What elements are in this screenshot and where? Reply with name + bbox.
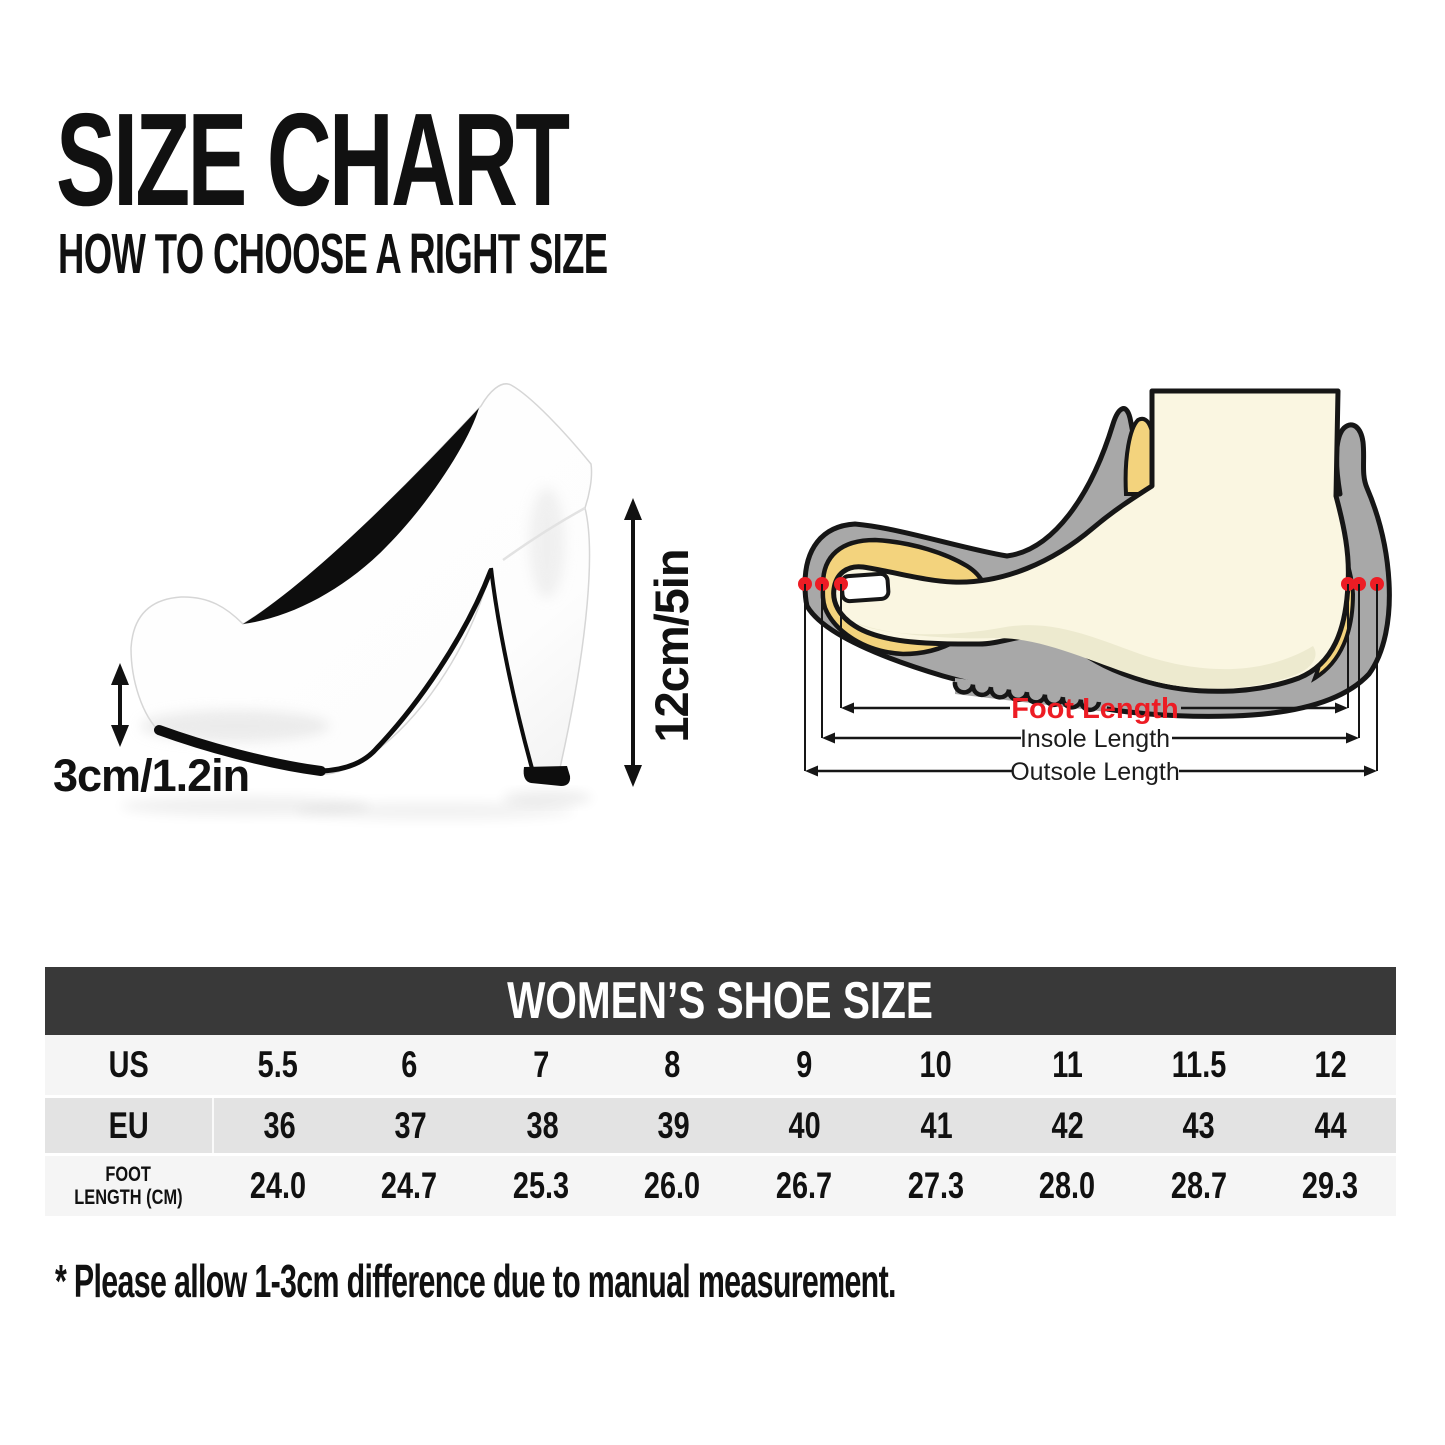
table-cell: 11 <box>1051 1044 1083 1085</box>
table-cell: 26.7 <box>775 1165 833 1206</box>
table-cell: 28.7 <box>1170 1165 1227 1206</box>
table-cell: 27.3 <box>907 1165 964 1206</box>
row-label-eu: EU <box>45 1098 214 1153</box>
table-cell: 40 <box>788 1104 822 1146</box>
size-table-title: WOMEN’S SHOE SIZE <box>507 972 934 1030</box>
page-subtitle-text: HOW TO CHOOSE A RIGHT SIZE <box>58 222 608 286</box>
page-title: SIZE CHART <box>56 94 808 226</box>
table-cell: 12 <box>1314 1044 1347 1085</box>
platform-height-arrow-icon <box>111 663 129 747</box>
table-cell: 25.3 <box>512 1165 569 1206</box>
row-label-us: US <box>108 1044 149 1085</box>
table-cell: 44 <box>1314 1104 1347 1146</box>
heel-height-label: 12cm/5in <box>645 549 698 743</box>
page-subtitle: HOW TO CHOOSE A RIGHT SIZE <box>58 226 917 283</box>
table-cell: 9 <box>795 1044 813 1085</box>
table-row-foot-length: FOOT LENGTH (CM) 24.0 24.7 25.3 26.0 26.… <box>45 1156 1396 1216</box>
table-cell: 5.5 <box>257 1044 298 1085</box>
row-label-foot-length: FOOT LENGTH (CM) <box>74 1162 183 1209</box>
foot-length-label: Foot Length <box>1011 693 1179 725</box>
measurement-footnote: * Please allow 1-3cm difference due to m… <box>55 1255 896 1307</box>
table-cell: 42 <box>1051 1104 1084 1146</box>
platform-sole-edge <box>154 725 326 776</box>
table-cell: 24.0 <box>249 1165 306 1206</box>
heel-tip-cap <box>523 766 571 786</box>
size-table: WOMEN’S SHOE SIZE US 5.5 6 7 8 9 10 11 1… <box>45 967 1396 1216</box>
table-cell: 10 <box>919 1044 952 1085</box>
table-cell: 37 <box>394 1104 428 1146</box>
table-cell: 43 <box>1182 1104 1216 1146</box>
table-cell: 36 <box>263 1104 296 1146</box>
arch-sole-edge <box>320 569 494 774</box>
insole-length-line <box>822 732 1359 744</box>
table-cell: 7 <box>532 1044 549 1085</box>
shoe-ground-shadow <box>295 802 575 820</box>
table-cell: 8 <box>664 1044 681 1085</box>
toenail <box>839 571 891 604</box>
table-cell: 11.5 <box>1171 1044 1227 1085</box>
page-title-text: SIZE CHART <box>56 86 570 233</box>
platform-shading <box>140 710 330 742</box>
table-cell: 28.0 <box>1039 1165 1096 1206</box>
outsole-length-line <box>805 765 1377 777</box>
platform-height-label: 3cm/1.2in <box>53 750 250 801</box>
sole-tread <box>952 681 1102 713</box>
table-cell: 26.0 <box>644 1165 701 1206</box>
heel-height-arrow-icon <box>624 498 642 787</box>
table-row-us: US 5.5 6 7 8 9 10 11 11.5 12 <box>45 1035 1396 1095</box>
guide-lines <box>804 584 1378 771</box>
table-cell: 39 <box>657 1104 690 1146</box>
table-row-eu: EU 36 37 38 39 40 41 42 43 44 <box>45 1095 1396 1156</box>
table-cell: 38 <box>526 1104 559 1146</box>
table-cell: 29.3 <box>1302 1165 1359 1206</box>
heel-shading <box>529 488 565 598</box>
heel-tip-shadow <box>502 791 592 805</box>
table-cell: 41 <box>920 1104 953 1146</box>
heel-crease <box>502 506 586 562</box>
foot-length-line <box>841 702 1348 714</box>
stiletto-inner-edge <box>489 567 535 773</box>
foot-measurement-illustration: Foot Length Insole Length Outsole Length <box>798 388 1392 786</box>
table-cell: 6 <box>401 1044 418 1085</box>
outsole-length-label: Outsole Length <box>1010 758 1180 786</box>
foot-shape <box>831 388 1351 694</box>
heel-shoe-illustration <box>111 383 642 820</box>
table-cell: 24.7 <box>381 1165 438 1206</box>
size-table-title-bar: WOMEN’S SHOE SIZE <box>45 967 1396 1035</box>
foot-shading <box>857 624 1316 689</box>
insole-length-label: Insole Length <box>1020 725 1170 753</box>
